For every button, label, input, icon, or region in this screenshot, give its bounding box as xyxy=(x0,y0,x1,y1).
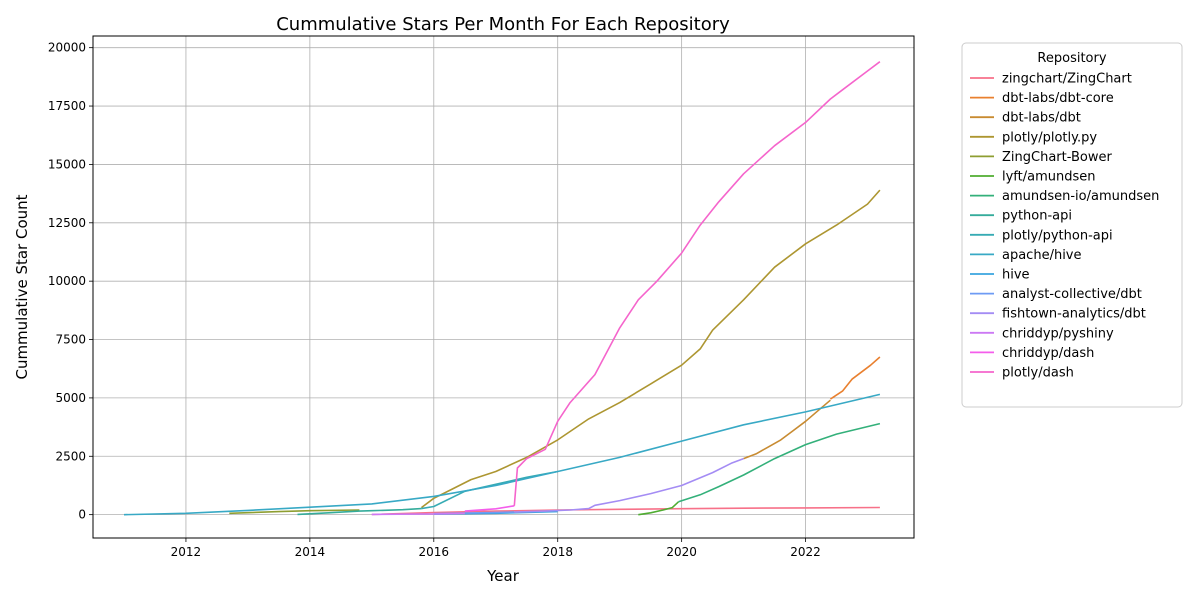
y-tick-label: 10000 xyxy=(48,274,86,288)
series-line xyxy=(229,509,360,515)
legend-label: dbt-labs/dbt-core xyxy=(1002,91,1114,106)
series-line xyxy=(420,189,881,509)
legend: Repository zingchart/ZingChart dbt-labs/d… xyxy=(961,42,1183,408)
grid xyxy=(93,36,914,538)
legend-label: fishtown-analytics/dbt xyxy=(1002,307,1146,322)
legend-label: plotly/python-api xyxy=(1002,228,1113,243)
y-tick-label: 0 xyxy=(78,508,86,522)
legend-label: analyst-collective/dbt xyxy=(1002,287,1142,302)
plot-area-frame xyxy=(92,35,915,539)
x-axis-title: Year xyxy=(486,567,520,585)
legend-label: zingchart/ZingChart xyxy=(1002,72,1132,87)
series-line xyxy=(421,470,558,510)
y-tick-label: 15000 xyxy=(48,157,86,171)
series-line xyxy=(371,512,465,516)
series-line xyxy=(678,422,881,503)
legend-label: dbt-labs/dbt xyxy=(1002,111,1081,126)
legend-label: plotly/plotly.py xyxy=(1002,130,1097,145)
y-axis-title: Cummulative Star Count xyxy=(13,194,31,379)
x-tick-label: 2014 xyxy=(295,545,326,559)
legend-label: chriddyp/dash xyxy=(1002,346,1094,361)
x-tick-label: 2018 xyxy=(542,545,573,559)
y-tick-label: 2500 xyxy=(55,449,86,463)
y-tick-label: 5000 xyxy=(55,391,86,405)
x-tick-label: 2020 xyxy=(666,545,697,559)
series-line xyxy=(464,505,515,512)
chart-title: Cummulative Stars Per Month For Each Rep… xyxy=(276,14,730,35)
y-axis-ticks: 0 2500 5000 7500 10000 12500 15000 17500 20000 xyxy=(48,41,93,522)
legend-title: Repository xyxy=(1037,51,1106,66)
x-tick-label: 2022 xyxy=(790,545,821,559)
legend-label: python-api xyxy=(1002,209,1072,224)
legend-label: amundsen-io/amundsen xyxy=(1002,189,1159,204)
x-axis-ticks: 2012 2014 2016 2018 2020 2022 xyxy=(171,538,821,559)
legend-entries: zingchart/ZingChart dbt-labs/dbt-core dbt-… xyxy=(970,72,1159,381)
y-tick-label: 7500 xyxy=(55,333,86,347)
legend-label: lyft/amundsen xyxy=(1002,170,1096,185)
series-line xyxy=(829,356,881,400)
legend-label: plotly/dash xyxy=(1002,366,1074,381)
x-tick-label: 2016 xyxy=(419,545,450,559)
series-line xyxy=(513,61,881,506)
series-line xyxy=(743,399,831,460)
series-lines xyxy=(123,61,881,516)
legend-box xyxy=(961,42,1183,408)
legend-label: hive xyxy=(1002,268,1030,283)
series-line xyxy=(371,506,880,516)
legend-label: ZingChart-Bower xyxy=(1002,150,1112,165)
legend-label: chriddyp/pyshiny xyxy=(1002,326,1114,341)
x-tick-label: 2012 xyxy=(171,545,202,559)
y-tick-label: 20000 xyxy=(48,41,86,55)
legend-label: apache/hive xyxy=(1002,248,1082,263)
y-tick-label: 12500 xyxy=(48,216,86,230)
series-line xyxy=(514,457,744,513)
series-line xyxy=(638,501,680,516)
series-line xyxy=(123,393,881,516)
y-tick-label: 17500 xyxy=(48,99,86,113)
series-line xyxy=(297,507,422,516)
